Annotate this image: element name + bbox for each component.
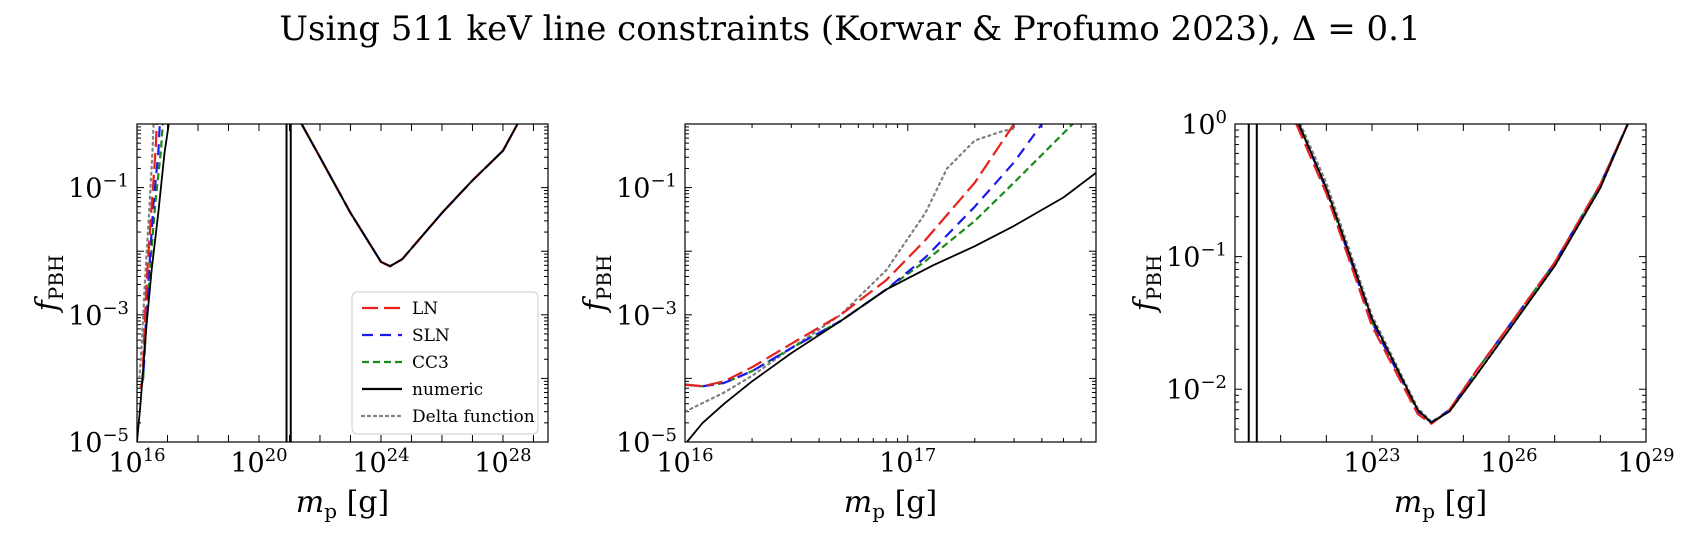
panel-1-frame — [136, 123, 549, 443]
y-tick-label: 10−3 — [616, 298, 677, 332]
series-numeric-line — [137, 124, 170, 442]
series-delta-function-line — [1299, 124, 1629, 423]
panel-1: 1016 1020 1024 1028 10−1 10−3 10−5 mp [g] fPBH LN… — [30, 123, 549, 523]
series-cc3-line — [1297, 124, 1629, 424]
y-axis-label: fPBH — [30, 255, 68, 314]
y-tick-label: 10−5 — [616, 425, 677, 459]
legend-label-ln: LN — [412, 299, 438, 319]
panel-3-ticks — [1234, 123, 1647, 443]
panels: 1016 1020 1024 1028 10−1 10−3 10−5 mp [g] fPBH LN… — [30, 107, 1675, 523]
series-sln-line — [1297, 124, 1629, 424]
legend-label-cc3: CC3 — [412, 353, 449, 373]
x-axis-label: mp [g] — [1394, 485, 1487, 523]
x-tick-label: 1026 — [1480, 445, 1537, 479]
y-axis-label: fPBH — [578, 255, 616, 314]
y-axis-label: fPBH — [1128, 255, 1166, 314]
series-delta-function-line — [138, 124, 155, 380]
x-tick-label: 1017 — [879, 445, 936, 479]
legend-label-sln: SLN — [412, 326, 450, 346]
panel-3: 1023 1026 1029 100 10−1 10−2 mp [g] fPBH — [1128, 107, 1675, 523]
series-delta-function-line — [300, 124, 519, 268]
y-tick-label: 100 — [1181, 107, 1227, 141]
y-tick-label: 10−5 — [68, 425, 129, 459]
panel-2-frame — [684, 123, 1097, 443]
series-numeric-line — [1297, 124, 1629, 424]
series-ln-line — [685, 124, 1015, 388]
y-tick-label: 10−3 — [68, 298, 129, 332]
series-cc3-line — [685, 124, 1074, 388]
legend: LN SLN CC3 numeric Delta function — [351, 291, 539, 435]
figure-title: Using 511 keV line constraints (Korwar &… — [279, 9, 1420, 49]
series-ln-line — [1295, 124, 1629, 425]
panel-1-ticks — [136, 123, 548, 443]
panel-3-frame — [1234, 123, 1647, 443]
panel-3-plot-area — [1247, 124, 1629, 442]
y-tick-label: 10−2 — [1166, 372, 1227, 406]
series-sln-line — [300, 124, 519, 268]
y-tick-label: 10−1 — [68, 171, 129, 205]
series-ln-line — [300, 124, 519, 268]
panel-2-ticks — [684, 123, 1097, 443]
x-tick-label: 1029 — [1617, 445, 1674, 479]
x-tick-label: 1024 — [352, 445, 409, 479]
x-tick-label: 1016 — [108, 445, 165, 479]
legend-frame — [351, 291, 539, 435]
x-axis-label: mp [g] — [844, 485, 937, 523]
legend-label-delta-function: Delta function — [412, 407, 535, 427]
x-tick-label: 1023 — [1343, 445, 1400, 479]
y-tick-label: 10−1 — [1166, 240, 1227, 274]
series-ln-line — [139, 124, 158, 389]
panel-2: 1016 1017 10−1 10−3 10−5 mp [g] fPBH — [578, 123, 1097, 523]
panel-1-plot-area — [137, 124, 519, 442]
series-cc3-line — [300, 124, 519, 268]
series-numeric-line — [300, 124, 519, 268]
x-axis-label: mp [g] — [296, 485, 389, 523]
x-tick-label: 1020 — [230, 445, 287, 479]
series-sln-line — [139, 124, 161, 389]
series-delta-function-line — [685, 127, 1016, 413]
x-tick-label: 1028 — [474, 445, 531, 479]
series-numeric-line — [686, 172, 1096, 442]
x-tick-label: 1016 — [656, 445, 713, 479]
panel-2-plot-area — [685, 124, 1096, 442]
y-tick-label: 10−1 — [616, 171, 677, 205]
legend-label-numeric: numeric — [412, 380, 483, 400]
